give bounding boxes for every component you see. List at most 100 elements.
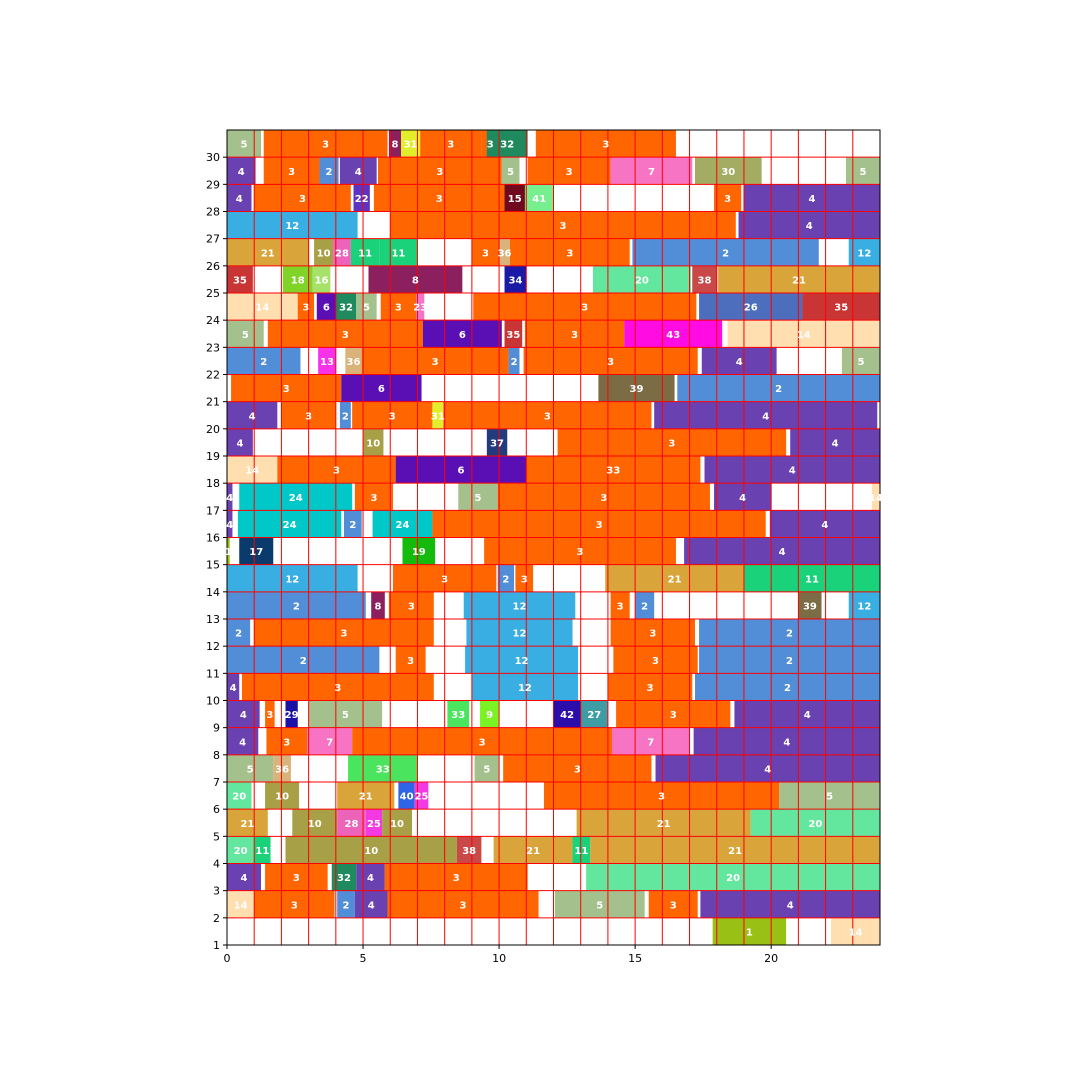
bar-label: 3: [283, 737, 290, 748]
bar-label: 4: [783, 737, 790, 748]
bar: [501, 157, 520, 185]
bar: [527, 157, 611, 185]
bar: [356, 293, 377, 321]
y-tick-label: 16: [206, 532, 220, 545]
bar: [580, 700, 608, 728]
bar: [714, 483, 772, 511]
bar-label: 42: [560, 710, 574, 721]
bar-label: 5: [475, 493, 482, 504]
bar-label: 3: [370, 493, 377, 504]
bar: [610, 619, 695, 647]
bar-label: 4: [249, 411, 256, 422]
bar-label: 3: [291, 900, 298, 911]
bar-label: 40: [400, 792, 414, 803]
bar-label: 2: [786, 629, 793, 640]
bar: [388, 130, 402, 158]
bar: [499, 238, 510, 266]
bar-label: 21: [240, 819, 254, 830]
bar-label: 28: [335, 248, 349, 259]
bar-label: 6: [459, 330, 466, 341]
bar: [390, 211, 736, 239]
bar: [624, 320, 723, 348]
bar-label: 21: [728, 846, 742, 857]
bar: [497, 483, 710, 511]
bar: [254, 184, 351, 212]
bar-label: 3: [571, 330, 578, 341]
bar: [734, 700, 880, 728]
bar: [456, 836, 482, 864]
bar-label: 10: [390, 819, 404, 830]
bar-label: 21: [657, 819, 671, 830]
bar: [337, 890, 355, 918]
bar-label: 4: [736, 357, 743, 368]
bar-label: 4: [355, 167, 362, 178]
bar-label: 20: [234, 846, 248, 857]
y-tick-label: 2: [213, 912, 220, 925]
bar: [769, 510, 880, 538]
bar-label: 22: [355, 194, 369, 205]
bar-label: 3: [333, 466, 340, 477]
bar-label: 4: [367, 873, 374, 884]
bar: [285, 700, 298, 728]
bar-label: 14: [869, 493, 883, 504]
bar: [227, 619, 251, 647]
bar-label: 20: [726, 873, 740, 884]
bar: [227, 347, 301, 375]
bar-label: 1: [225, 547, 232, 558]
bar: [632, 238, 819, 266]
bar: [227, 537, 230, 565]
bar-label: 36: [347, 357, 361, 368]
y-tick-label: 28: [206, 206, 220, 219]
bar-label: 31: [431, 411, 445, 422]
bar: [635, 591, 655, 619]
bar-label: 28: [345, 819, 359, 830]
bar-label: 25: [367, 819, 381, 830]
bar: [254, 890, 335, 918]
bar: [480, 700, 500, 728]
bar: [371, 591, 385, 619]
bar: [474, 754, 500, 782]
bar-label: 5: [342, 710, 349, 721]
bar-label: 3: [293, 873, 300, 884]
bar-label: 3: [283, 384, 290, 395]
bar: [504, 320, 523, 348]
ticks-layer: 0 5 10 15 2012345678910111213141516171819202…: [206, 151, 778, 965]
bar-label: 5: [857, 357, 864, 368]
bar: [353, 184, 370, 212]
bar: [402, 537, 436, 565]
bar: [463, 591, 576, 619]
bar-label: 2: [786, 656, 793, 667]
bar-label: 3: [447, 140, 454, 151]
bar-label: 21: [668, 574, 682, 585]
bar-label: 12: [515, 656, 529, 667]
bar-label: 5: [596, 900, 603, 911]
bar: [611, 727, 690, 755]
bar-label: 3: [670, 900, 677, 911]
y-tick-label: 6: [213, 803, 220, 816]
bar: [466, 619, 573, 647]
bar-label: 3: [566, 167, 573, 178]
bar-label: 32: [500, 140, 514, 151]
bar-label: 11: [574, 846, 588, 857]
bar-label: 17: [249, 547, 263, 558]
bar: [484, 537, 676, 565]
y-tick-label: 3: [213, 885, 220, 898]
bar-label: 3: [544, 411, 551, 422]
bar-label: 4: [226, 520, 233, 531]
bar: [343, 510, 362, 538]
bar: [486, 130, 528, 158]
bar-label: 21: [526, 846, 540, 857]
y-tick-label: 22: [206, 369, 220, 382]
bar: [352, 727, 612, 755]
bar-label: 21: [792, 275, 806, 286]
bar: [273, 754, 291, 782]
bar-label: 4: [226, 493, 233, 504]
bar: [572, 836, 591, 864]
bar-label: 3: [670, 710, 677, 721]
bar: [432, 510, 766, 538]
y-tick-label: 27: [206, 233, 220, 246]
bar-label: 33: [376, 764, 390, 775]
y-tick-label: 17: [206, 504, 220, 517]
bar-label: 35: [233, 275, 247, 286]
